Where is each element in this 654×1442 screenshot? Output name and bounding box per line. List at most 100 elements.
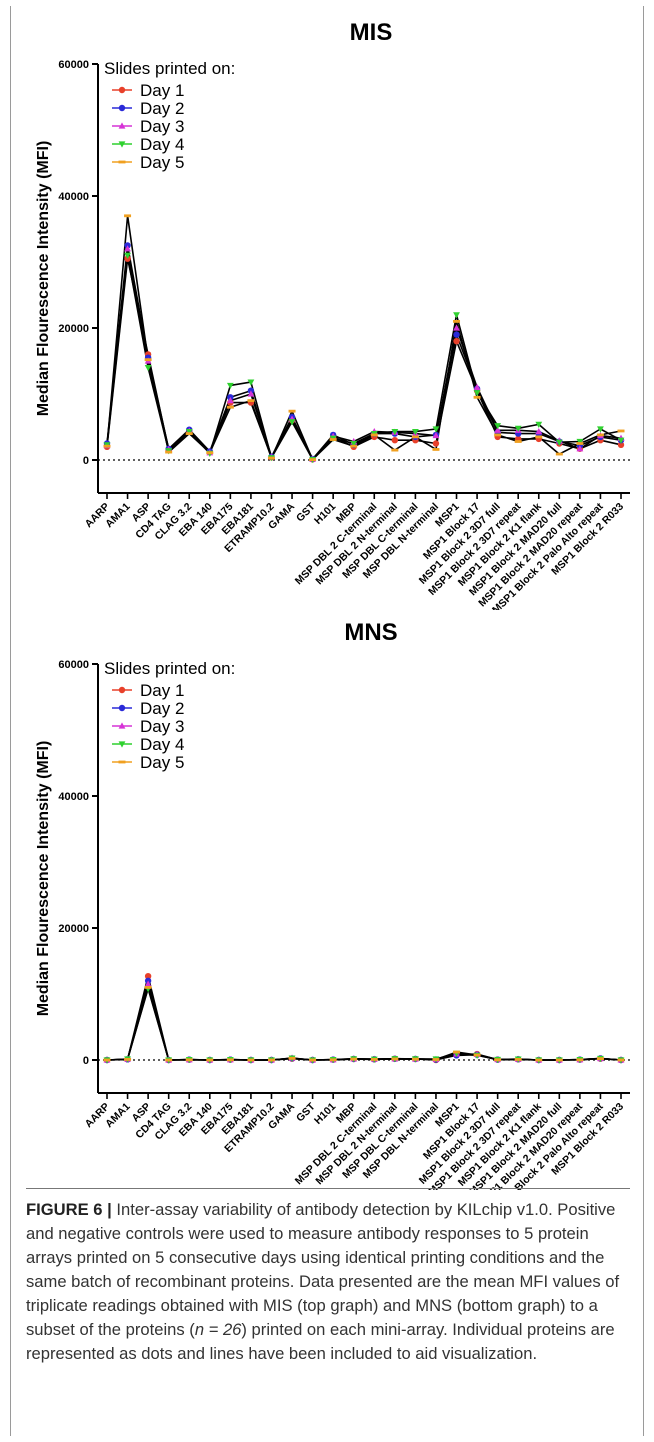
data-point-day-4-msp1-block-2-palo-alto-repeat — [597, 426, 604, 433]
y-tick-label: 20000 — [58, 323, 89, 335]
data-point-day-5-msp1-block-2-mad20-full — [555, 452, 563, 456]
data-point-day-5-gst — [309, 1058, 317, 1062]
caption-text: Inter-assay variability of antibody dete… — [26, 1200, 620, 1339]
series-points-day-3 — [103, 980, 625, 1063]
data-point-day-4-ama1 — [124, 252, 131, 259]
data-point-day-5-aarp — [103, 444, 111, 448]
data-point-day-4-msp1-block-17 — [473, 390, 481, 397]
data-point-day-4-clag-3-2 — [185, 429, 193, 436]
y-tick-label: 60000 — [58, 659, 89, 671]
figure-caption: FIGURE 6 | Inter-assay variability of an… — [26, 1198, 630, 1366]
data-point-day-5-msp1 — [453, 1050, 461, 1054]
data-point-day-5-msp1-block-2-mad20-repeat — [576, 442, 584, 445]
legend-label-day-3: Day 3 — [140, 717, 184, 736]
series-line-day-5 — [106, 215, 622, 461]
data-point-day-5-msp1-block-2-3d7-repeat — [514, 1058, 522, 1061]
data-point-day-5-ama1 — [124, 1058, 132, 1061]
legend-label-day-5: Day 5 — [140, 153, 184, 172]
data-point-day-5-msp-dbl-n-terminal — [432, 448, 440, 451]
data-point-day-5-msp1-block-2-k1-flank — [535, 435, 543, 439]
series-points-day-4 — [103, 986, 625, 1064]
data-point-day-3-msp1-block-2-k1-flank — [535, 428, 543, 435]
series-points-day-5 — [103, 214, 625, 462]
data-point-day-5-eba181 — [247, 399, 255, 402]
data-point-day-3-msp1-block-17 — [473, 383, 481, 390]
legend-label-day-4: Day 4 — [140, 735, 184, 754]
data-point-day-5-msp-dbl-2-c-terminal — [370, 433, 378, 437]
legend-marker-day-2 — [118, 104, 126, 112]
series-line-day-1 — [106, 975, 622, 1061]
data-point-day-5-asp — [144, 986, 152, 989]
data-point-day-5-msp-dbl-c-terminal — [411, 435, 419, 439]
data-point-day-3-asp — [144, 980, 152, 987]
data-point-day-4-msp1-block-2-k1-flank — [535, 421, 543, 428]
data-point-day-5-eba175 — [226, 1058, 234, 1062]
series-line-day-2 — [106, 244, 622, 460]
data-point-day-4-eba175 — [226, 382, 234, 390]
data-point-day-1-asp — [144, 972, 152, 980]
legend-label-day-1: Day 1 — [140, 681, 184, 700]
data-point-day-4-msp1 — [453, 312, 460, 319]
data-point-day-4-eba181 — [247, 379, 255, 386]
legend-marker-day-4 — [118, 741, 126, 748]
legend-marker-day-2 — [118, 704, 126, 712]
data-point-day-5-msp-dbl-c-terminal — [411, 1057, 419, 1061]
data-point-day-4-gama — [288, 419, 296, 426]
data-point-day-5-eba-140 — [206, 1058, 214, 1062]
data-point-day-5-etramp10-2 — [267, 1058, 275, 1062]
data-point-day-4-msp1-block-2-3d7-repeat — [514, 425, 522, 432]
data-point-day-5-eba181 — [247, 1058, 255, 1062]
data-point-day-5-eba175 — [226, 405, 234, 409]
data-point-day-1-msp-dbl-2-n-terminal — [391, 437, 399, 444]
data-point-day-5-msp1-block-2-3d7-full — [494, 1058, 502, 1062]
y-tick-label: 20000 — [58, 923, 89, 935]
legend-marker-day-5 — [118, 160, 126, 164]
series-line-day-3 — [106, 983, 622, 1061]
legend-label-day-1: Day 1 — [140, 81, 184, 100]
legend-label-day-3: Day 3 — [140, 117, 184, 136]
data-point-day-3-eba175 — [226, 397, 234, 404]
data-point-day-5-eba-140 — [206, 451, 214, 455]
data-point-day-3-msp1-block-2-3d7-full — [494, 426, 502, 433]
data-point-day-5-etramp10-2 — [267, 456, 275, 460]
legend-marker-day-3 — [118, 122, 126, 129]
data-point-day-5-gst — [309, 458, 317, 462]
series-line-day-4 — [106, 987, 622, 1061]
data-point-day-4-asp — [144, 365, 152, 372]
data-point-day-5-msp1-block-2-mad20-repeat — [576, 1058, 584, 1062]
data-point-day-5-gama — [288, 1056, 296, 1060]
data-point-day-5-msp1-block-2-3d7-repeat — [514, 440, 522, 443]
data-point-day-5-msp-dbl-2-c-terminal — [370, 1058, 378, 1061]
data-point-day-5-asp — [144, 358, 152, 362]
data-point-day-5-clag-3-2 — [185, 432, 193, 435]
data-point-day-3-ama1 — [124, 245, 131, 252]
figure-frame — [10, 6, 644, 1436]
data-point-day-4-msp1-block-2-mad20-full — [555, 439, 563, 446]
x-tick-label-h101: H101 — [312, 1101, 338, 1127]
mis-chart: MIS Median Flourescence Intensity (MFI) 0 2… — [35, 19, 630, 610]
legend-marker-day-3 — [118, 722, 126, 729]
series-points-day-2 — [103, 977, 625, 1064]
y-tick-label: 0 — [83, 1055, 89, 1067]
legend-label-day-5: Day 5 — [140, 753, 184, 772]
data-point-day-1-msp-dbl-n-terminal — [432, 440, 440, 447]
data-point-day-3-msp1 — [453, 324, 460, 331]
series-points-day-5 — [103, 986, 625, 1062]
legend-label-day-2: Day 2 — [140, 99, 184, 118]
data-point-day-5-ama1 — [124, 214, 132, 218]
series-line-day-3 — [106, 248, 622, 461]
data-point-day-5-msp-dbl-2-n-terminal — [391, 448, 399, 452]
data-point-day-5-h101 — [329, 1058, 337, 1062]
mns-chart: MNS Median Flourescence Intensity (MFI) 0 2… — [35, 619, 630, 1190]
data-point-day-5-msp1-block-2-3d7-full — [494, 433, 502, 437]
legend-marker-day-4 — [118, 141, 126, 148]
y-tick-label: 0 — [83, 455, 89, 467]
chart-title: MNS — [344, 619, 397, 646]
data-point-day-4-msp-dbl-c-terminal — [412, 429, 419, 436]
data-point-day-5-msp1-block-2-mad20-full — [555, 1058, 563, 1062]
y-axis-label: Median Flourescence Intensity (MFI) — [35, 741, 52, 1017]
data-point-day-1-msp1-block-2-r033 — [617, 441, 625, 449]
data-point-day-3-eba181 — [247, 390, 255, 397]
legend-title: Slides printed on: — [104, 59, 235, 78]
